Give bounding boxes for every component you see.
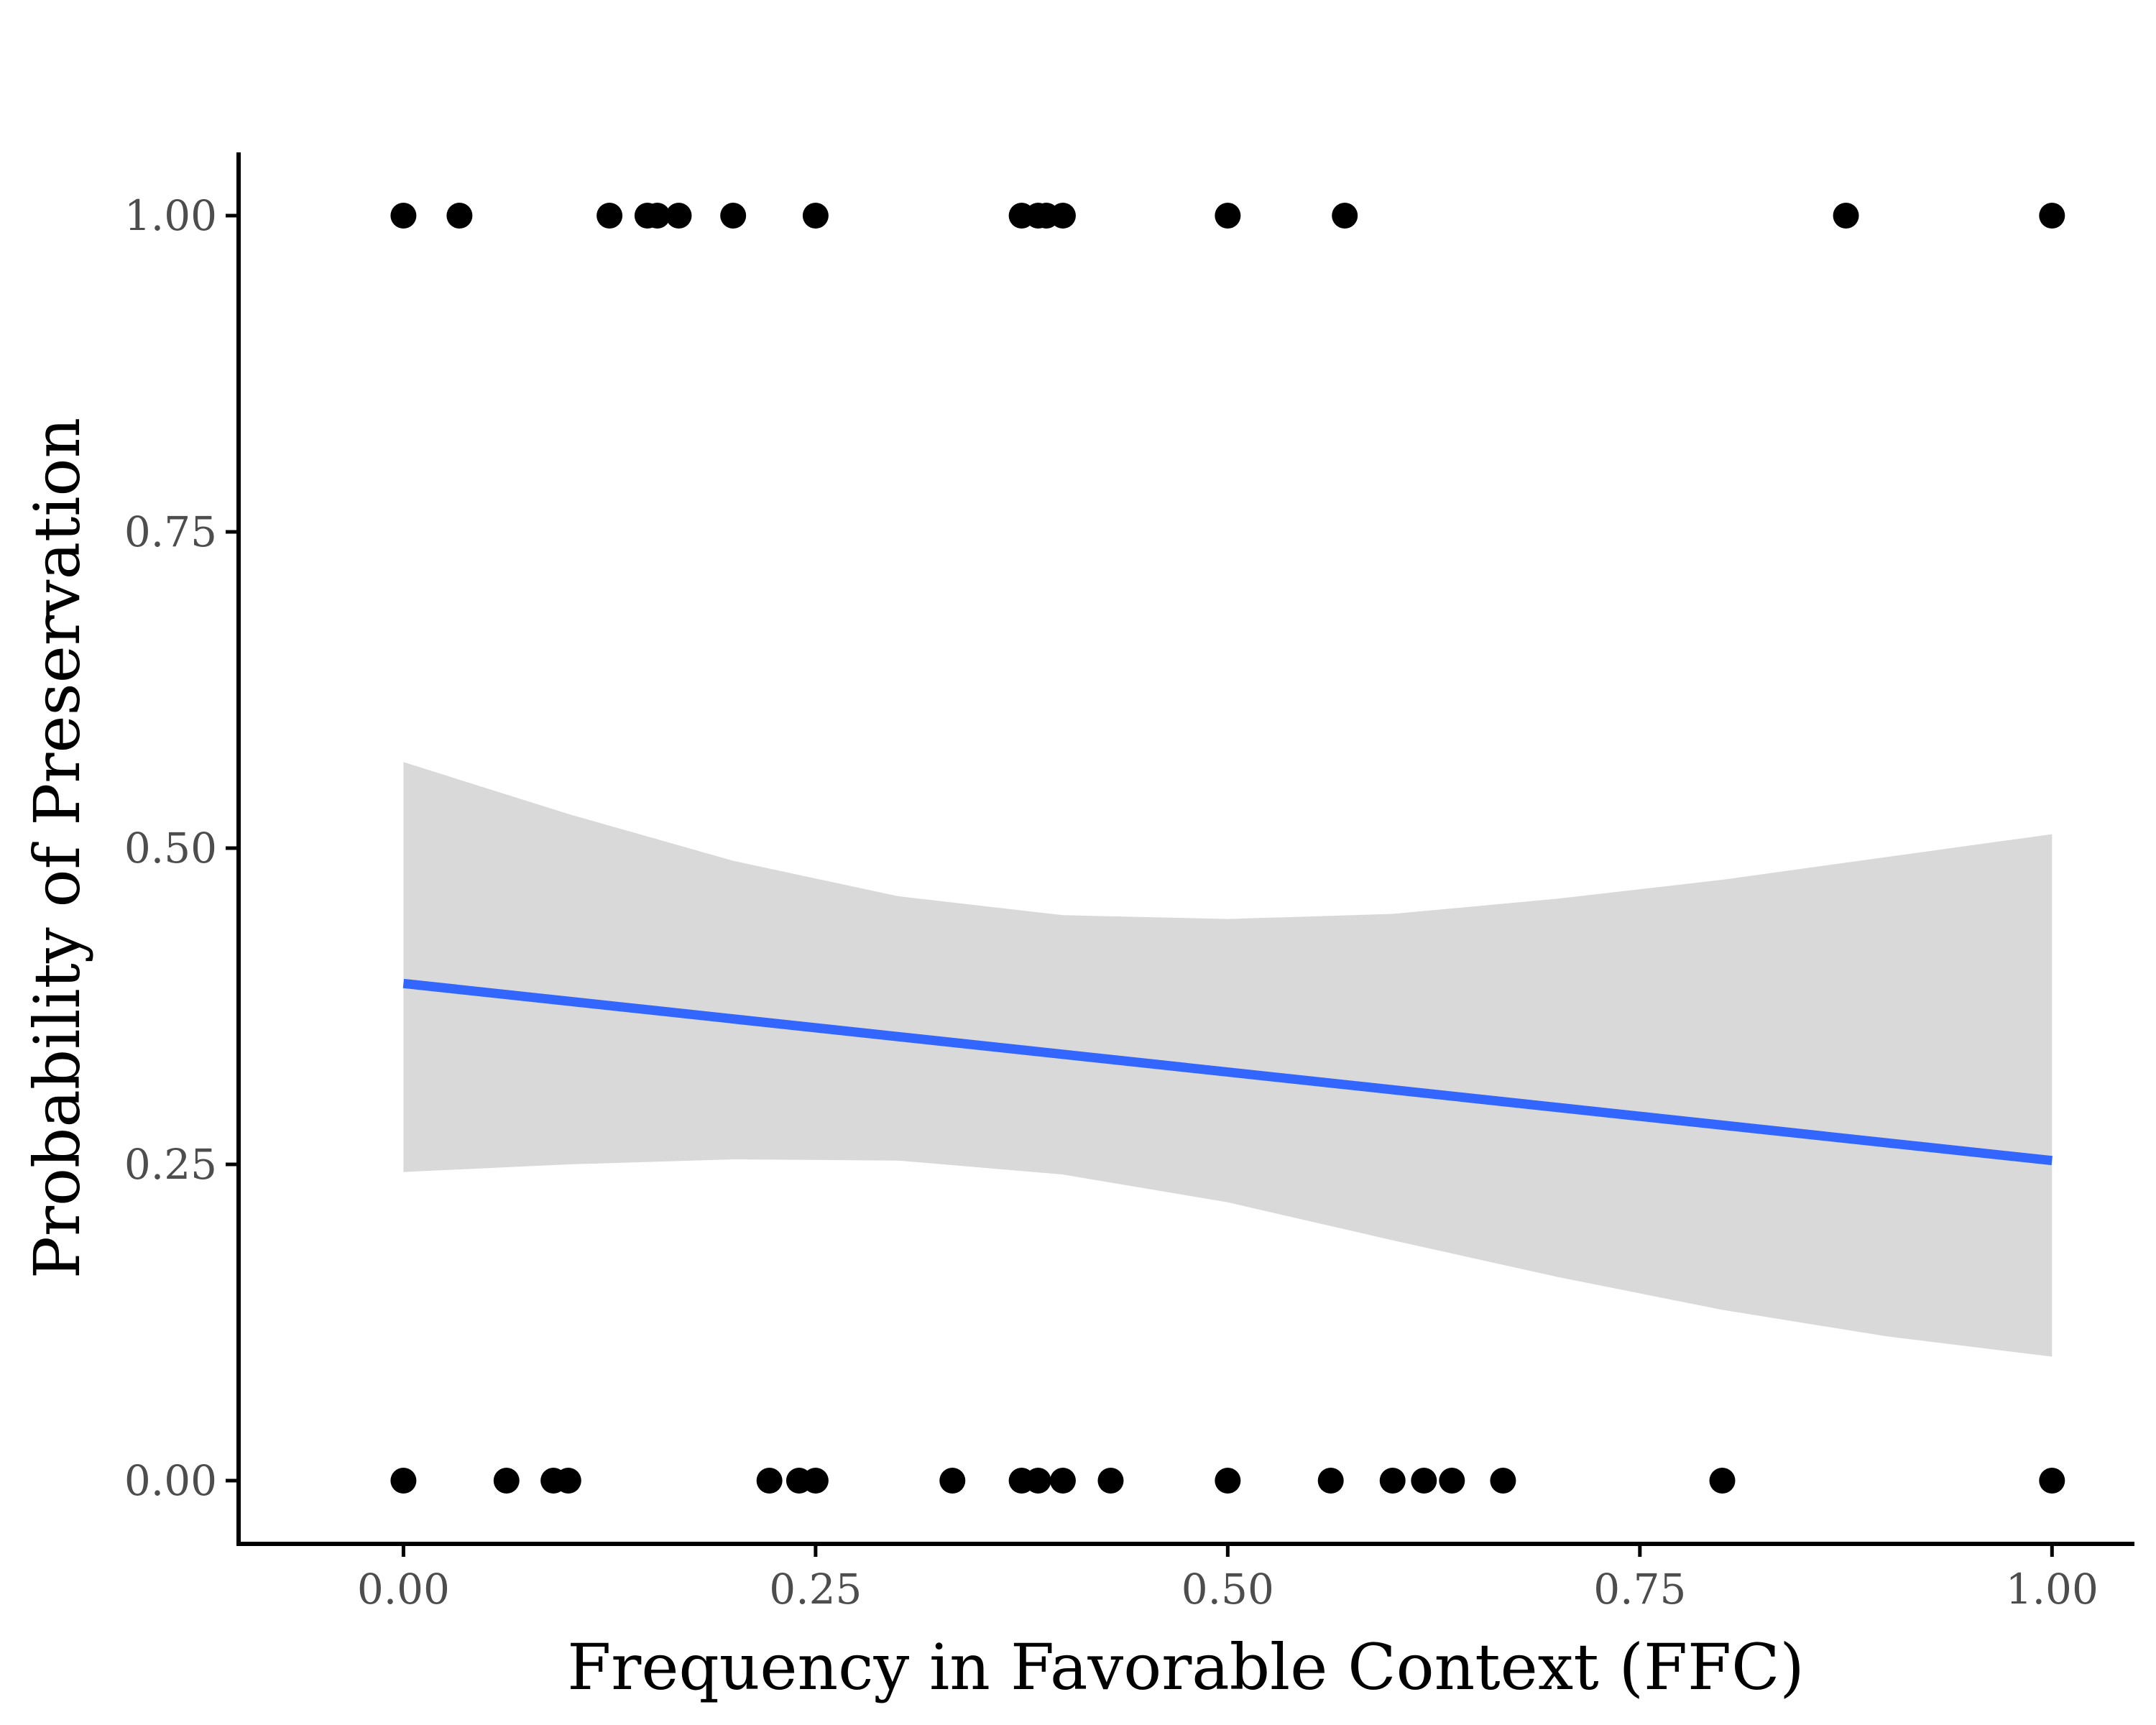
data-point bbox=[446, 203, 473, 229]
y-tick-label: 0.50 bbox=[124, 824, 217, 873]
data-point bbox=[1439, 1468, 1465, 1494]
data-point bbox=[1049, 1468, 1076, 1494]
x-tick-label: 0.75 bbox=[1593, 1565, 1686, 1614]
confidence-band bbox=[403, 762, 2053, 1357]
data-point bbox=[756, 1468, 783, 1494]
x-tick-label: 0.25 bbox=[769, 1565, 862, 1614]
y-tick-label: 1.00 bbox=[124, 191, 217, 240]
data-point bbox=[2039, 1468, 2065, 1494]
data-point bbox=[802, 1468, 829, 1494]
data-point bbox=[1025, 1468, 1051, 1494]
data-point bbox=[1709, 1468, 1736, 1494]
data-point bbox=[1097, 1468, 1124, 1494]
data-point bbox=[1332, 203, 1358, 229]
y-axis-title: Probability of Preservation bbox=[20, 418, 94, 1279]
data-point bbox=[1411, 1468, 1437, 1494]
data-point bbox=[390, 1468, 417, 1494]
data-point bbox=[1215, 203, 1241, 229]
data-point bbox=[1215, 1468, 1241, 1494]
data-point bbox=[2039, 203, 2065, 229]
data-point bbox=[390, 203, 417, 229]
data-points-layer bbox=[390, 203, 2065, 1494]
data-point bbox=[644, 203, 671, 229]
data-point bbox=[1833, 203, 1859, 229]
y-tick-label: 0.75 bbox=[124, 507, 217, 556]
data-point bbox=[555, 1468, 581, 1494]
data-point bbox=[665, 203, 692, 229]
data-point bbox=[1379, 1468, 1406, 1494]
x-tick-label: 0.00 bbox=[357, 1565, 450, 1614]
data-point bbox=[939, 1468, 966, 1494]
data-point bbox=[596, 203, 623, 229]
data-point bbox=[720, 203, 747, 229]
x-tick-label: 0.50 bbox=[1181, 1565, 1274, 1614]
confidence-band-layer bbox=[403, 762, 2053, 1357]
y-tick-label: 0.25 bbox=[124, 1140, 217, 1189]
data-point bbox=[802, 203, 829, 229]
data-point bbox=[1049, 203, 1076, 229]
data-point bbox=[493, 1468, 520, 1494]
fit-line-layer bbox=[402, 978, 2053, 1166]
y-tick-label: 0.00 bbox=[124, 1456, 217, 1505]
ticks-layer: 0.00 0.25 0.50 0.75 1.00 0.00 0.25 0.50 0.75 1.00 bbox=[124, 191, 2099, 1614]
data-point bbox=[1317, 1468, 1344, 1494]
x-axis-title: Frequency in Favorable Context (FFC) bbox=[567, 1630, 1805, 1704]
regression-line bbox=[402, 978, 2053, 1166]
data-point bbox=[1490, 1468, 1516, 1494]
x-tick-label: 1.00 bbox=[2006, 1565, 2099, 1614]
